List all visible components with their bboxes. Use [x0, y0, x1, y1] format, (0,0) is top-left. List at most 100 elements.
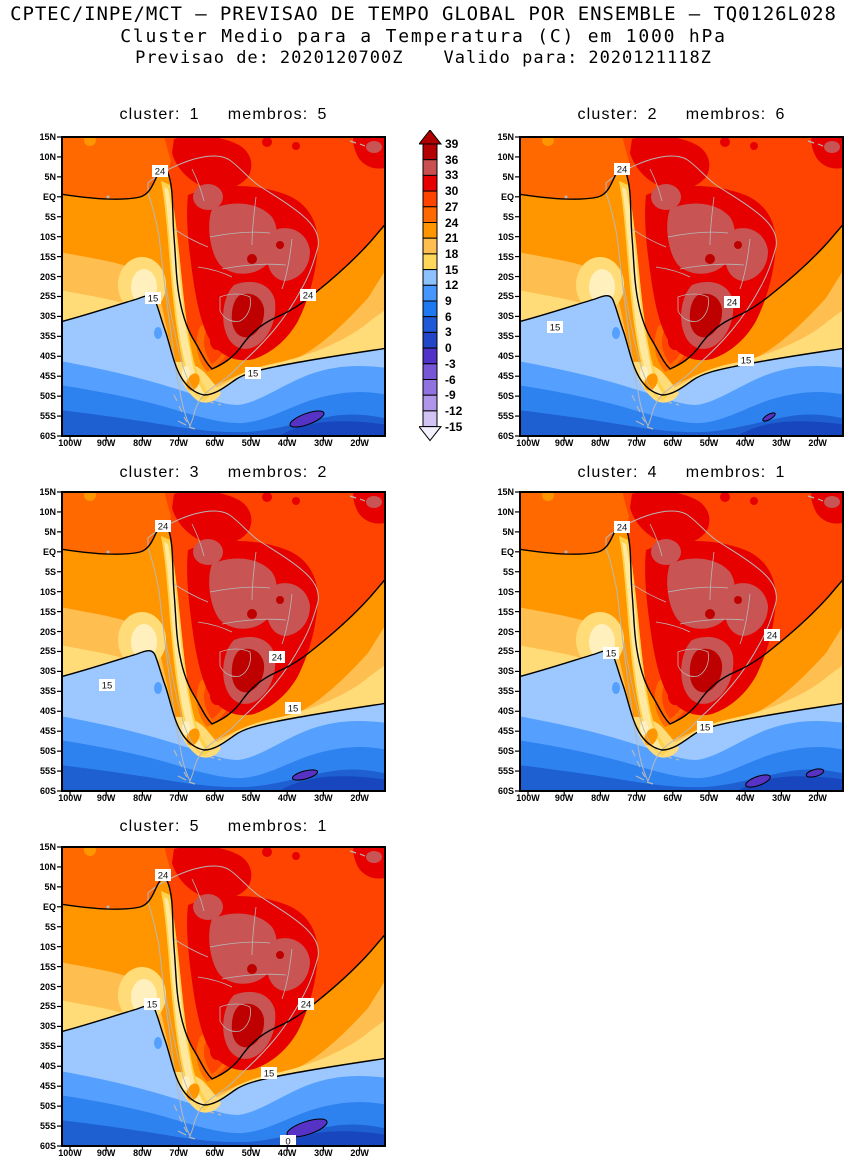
- lon-label: 20W: [350, 1148, 369, 1157]
- lat-label: 10S: [39, 586, 56, 597]
- contour-label-box: [614, 163, 630, 175]
- contour-label-box: [269, 651, 285, 663]
- lon-label: 70W: [169, 793, 188, 803]
- lat-label: 15N: [39, 487, 56, 497]
- lat-label: 15S: [497, 251, 514, 262]
- contour-label: 15: [147, 1000, 158, 1011]
- lat-label: 5N: [44, 171, 56, 182]
- colorbar-segment: [422, 284, 438, 302]
- lon-label: 90W: [96, 793, 116, 803]
- lat-label: 60S: [497, 431, 514, 441]
- colorbar-segment: [422, 363, 438, 381]
- lon-label: 100W: [516, 438, 540, 448]
- lat-label: 40S: [497, 351, 514, 362]
- colorbar-value: 15: [445, 262, 459, 277]
- lat-label: 25S: [39, 646, 56, 657]
- lat-label: 45S: [497, 726, 514, 737]
- lat-label: 55S: [497, 766, 514, 777]
- lat-label: 5S: [502, 211, 514, 222]
- panel-title-cluster-3: cluster: 3 membros: 2: [62, 464, 385, 482]
- contour-label: 24: [158, 522, 169, 533]
- lat-label: 55S: [39, 766, 56, 777]
- lat-label: 50S: [497, 746, 514, 757]
- colorbar-value: 6: [445, 309, 452, 324]
- colorbar-segment: [422, 394, 438, 412]
- lat-label: 25S: [39, 1001, 56, 1012]
- colorbar-value: 3: [445, 325, 452, 340]
- lat-label: 10N: [39, 506, 56, 517]
- lat-label: 35S: [39, 331, 56, 342]
- lon-label: 30W: [314, 1148, 333, 1157]
- contour-label-box: [155, 520, 171, 532]
- contour-15: [62, 295, 385, 396]
- valid-label: Valido para:: [443, 48, 579, 68]
- cold-spot: [289, 410, 325, 428]
- contour-label-box: [298, 998, 314, 1010]
- lon-label: 30W: [314, 793, 333, 803]
- lat-label: 5S: [502, 566, 514, 577]
- lon-label: 80W: [133, 1148, 152, 1157]
- lat-label: 15N: [497, 487, 514, 497]
- membros-label: membros:: [227, 106, 309, 123]
- cluster-label: cluster:: [577, 464, 639, 481]
- colorbar-value: -3: [445, 356, 456, 371]
- panel-title-cluster-4: cluster: 4 membros: 1: [520, 464, 843, 482]
- lat-label: 20S: [39, 271, 56, 282]
- lat-label: 10N: [39, 861, 56, 872]
- contour-label: 24: [617, 523, 628, 534]
- lat-label: 40S: [39, 1061, 56, 1072]
- lat-label: 10N: [497, 151, 514, 162]
- contour-label: 15: [102, 681, 113, 692]
- cluster-label: cluster:: [577, 106, 639, 123]
- lat-label: 45S: [39, 371, 56, 382]
- lon-label: 60W: [205, 1148, 225, 1157]
- lat-label: 25S: [39, 291, 56, 302]
- contour-label-box: [614, 521, 630, 533]
- map-layers: 24 15 24 15: [520, 492, 843, 791]
- lon-label: 30W: [772, 438, 791, 448]
- lon-label: 30W: [314, 438, 333, 448]
- colorbar-value: -9: [445, 388, 456, 403]
- lat-label: 5N: [502, 526, 514, 537]
- cluster-map: 24 15 24 15: [57, 491, 386, 796]
- lon-label: 50W: [241, 793, 261, 803]
- contour-15: [62, 650, 385, 751]
- colorbar-segment: [422, 143, 438, 161]
- coastlines: [564, 140, 824, 430]
- lat-label: 50S: [39, 391, 56, 402]
- contour-label: 24: [272, 653, 283, 664]
- cluster-label: cluster:: [119, 818, 181, 835]
- colorbar-value: 30: [445, 184, 459, 199]
- lat-label: 40S: [39, 706, 56, 717]
- lat-label: 50S: [497, 391, 514, 402]
- colorbar-value: 33: [445, 168, 459, 183]
- contour-label: 15: [148, 294, 159, 305]
- membros-value: 1: [317, 818, 328, 835]
- colorbar-segment: [422, 190, 438, 208]
- cluster-map: 24 15 24 15: [57, 136, 386, 441]
- cluster-value: 4: [647, 464, 658, 481]
- lon-label: 100W: [58, 1148, 82, 1157]
- lon-label: 20W: [350, 438, 369, 448]
- lon-label: 20W: [808, 793, 827, 803]
- cluster-label: cluster:: [119, 464, 181, 481]
- colorbar-segment: [422, 222, 438, 239]
- contour-label: 15: [264, 1069, 275, 1080]
- colorbar-segment: [422, 237, 438, 255]
- lon-label: 40W: [277, 438, 297, 448]
- lat-label: 10S: [497, 231, 514, 242]
- contour-label: 15: [700, 723, 711, 734]
- membros-label: membros:: [227, 818, 309, 835]
- cluster-value: 2: [647, 106, 658, 123]
- lat-label: 30S: [497, 311, 514, 322]
- colorbar-segment: [422, 159, 438, 176]
- contour-label-box: [300, 289, 316, 301]
- lon-label: 40W: [277, 793, 297, 803]
- colorbar-value: 24: [445, 215, 459, 230]
- colorbar-segment: [422, 316, 438, 333]
- colorbar-value: 39: [445, 137, 459, 151]
- lat-label: 35S: [497, 686, 514, 697]
- map-layers: 24 15 24 15 0: [62, 847, 385, 1146]
- contour-15: [520, 650, 843, 751]
